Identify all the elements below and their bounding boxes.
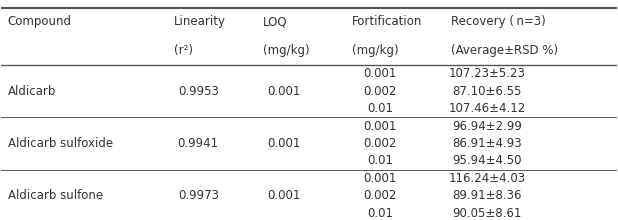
Text: Fortification: Fortification [352,15,423,28]
Text: 0.002: 0.002 [363,189,396,202]
Text: 0.002: 0.002 [363,85,396,98]
Text: 90.05±8.61: 90.05±8.61 [453,207,522,220]
Text: 95.94±4.50: 95.94±4.50 [452,154,522,167]
Text: 0.001: 0.001 [268,189,301,202]
Text: 89.91±8.36: 89.91±8.36 [452,189,522,202]
Text: Aldicarb: Aldicarb [7,85,56,98]
Text: (mg/kg): (mg/kg) [352,44,399,57]
Text: 96.94±2.99: 96.94±2.99 [452,119,522,133]
Text: 0.001: 0.001 [268,85,301,98]
Text: (r²): (r²) [174,44,193,57]
Text: 0.9941: 0.9941 [178,137,219,150]
Text: Aldicarb sulfone: Aldicarb sulfone [7,189,103,202]
Text: 116.24±4.03: 116.24±4.03 [449,172,526,185]
Text: 0.002: 0.002 [363,137,396,150]
Text: 0.001: 0.001 [363,67,396,80]
Text: 0.001: 0.001 [268,137,301,150]
Text: LOQ: LOQ [263,15,287,28]
Text: (Average±RSD %): (Average±RSD %) [451,44,557,57]
Text: Aldicarb sulfoxide: Aldicarb sulfoxide [7,137,112,150]
Text: 0.001: 0.001 [363,119,396,133]
Text: Recovery ( n=3): Recovery ( n=3) [451,15,545,28]
Text: 0.001: 0.001 [363,172,396,185]
Text: 0.01: 0.01 [366,154,393,167]
Text: 0.9953: 0.9953 [178,85,219,98]
Text: Linearity: Linearity [174,15,226,28]
Text: 107.46±4.12: 107.46±4.12 [449,102,526,115]
Text: 0.9973: 0.9973 [178,189,219,202]
Text: 0.01: 0.01 [366,102,393,115]
Text: (mg/kg): (mg/kg) [263,44,310,57]
Text: 0.01: 0.01 [366,207,393,220]
Text: 107.23±5.23: 107.23±5.23 [449,67,526,80]
Text: Compound: Compound [7,15,72,28]
Text: 86.91±4.93: 86.91±4.93 [452,137,522,150]
Text: 87.10±6.55: 87.10±6.55 [453,85,522,98]
